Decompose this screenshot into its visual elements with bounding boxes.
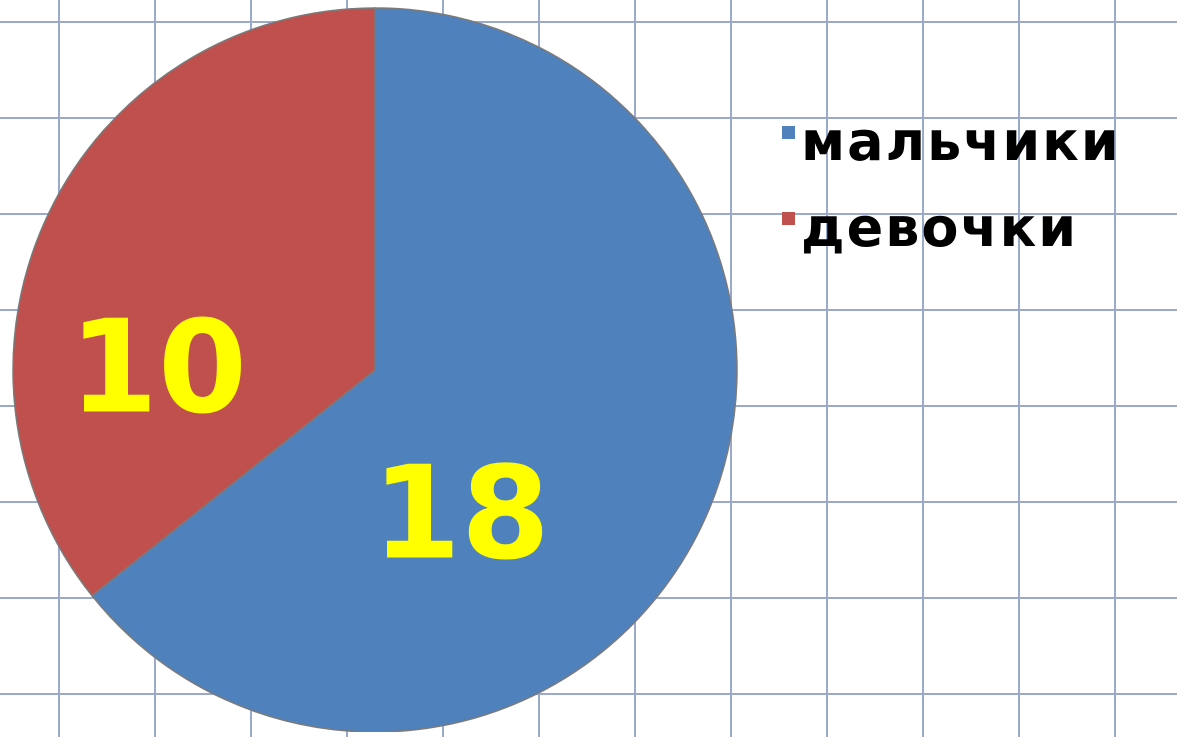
data-label-boys: 18 — [372, 440, 550, 589]
legend-item-boys: мальчики — [782, 112, 1121, 198]
legend-swatch-boys — [782, 126, 795, 139]
legend-swatch-girls — [782, 212, 795, 225]
legend-label-boys: мальчики — [801, 110, 1121, 173]
chart-legend: мальчики девочки — [782, 112, 1121, 284]
legend-label-girls: девочки — [801, 196, 1079, 259]
data-label-girls: 10 — [69, 294, 247, 443]
pie-slice-girls — [12, 7, 376, 597]
pie-slice-boys — [90, 7, 738, 733]
legend-item-girls: девочки — [782, 198, 1121, 284]
